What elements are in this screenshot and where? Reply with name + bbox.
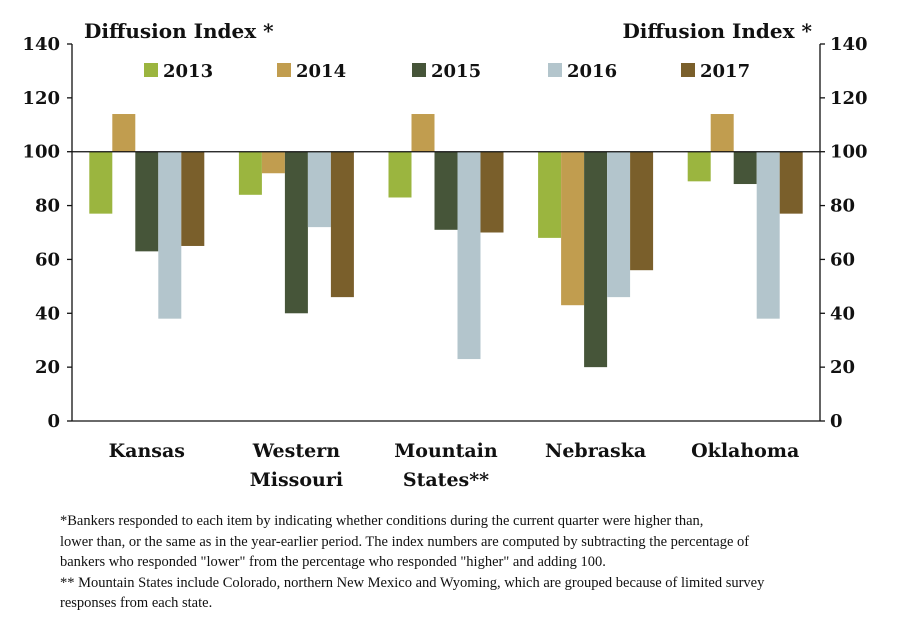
bar-2013-mountain-states- — [388, 151, 412, 198]
y-tick-label-left: 100 — [22, 142, 60, 163]
bar-2014-nebraska — [561, 151, 585, 306]
footnote-definition: *Bankers responded to each item by indic… — [60, 513, 750, 570]
bar-2014-oklahoma — [710, 114, 734, 152]
y-tick-label-left: 120 — [22, 88, 60, 109]
legend-label-2015: 2015 — [431, 61, 481, 82]
bar-2016-nebraska — [607, 151, 631, 298]
bar-2017-nebraska — [630, 151, 654, 271]
y-tick-label-left: 40 — [35, 303, 60, 324]
category-label: States** — [403, 469, 489, 491]
category-label: Missouri — [250, 469, 343, 491]
bar-2014-mountain-states- — [411, 114, 435, 152]
legend-label-2017: 2017 — [700, 61, 750, 82]
y-tick-label-left: 60 — [35, 249, 60, 270]
category-label: Oklahoma — [691, 440, 799, 462]
legend-swatch-2016 — [548, 63, 562, 77]
y-axis-title-left: Diffusion Index * — [84, 19, 274, 43]
bar-2016-western-missouri — [307, 151, 331, 228]
bar-2013-oklahoma — [687, 151, 711, 182]
bar-chart: Diffusion Index * Diffusion Index * 0 0 20… — [22, 19, 867, 491]
y-tick-label-left: 20 — [35, 357, 60, 378]
bar-2013-western-missouri — [238, 151, 262, 195]
y-tick-label-right: 0 — [830, 411, 843, 432]
category-label: Mountain — [394, 440, 498, 462]
legend-label-2016: 2016 — [567, 61, 617, 82]
legend-swatch-2015 — [412, 63, 426, 77]
footnote-mountain-states: ** Mountain States include Colorado, nor… — [60, 574, 765, 612]
bar-2013-nebraska — [538, 151, 562, 238]
bar-2015-western-missouri — [284, 151, 308, 314]
bar-2017-kansas — [181, 151, 205, 246]
y-tick-label-right: 80 — [830, 196, 855, 217]
y-tick-label-right: 20 — [830, 357, 855, 378]
legend-swatch-2014 — [277, 63, 291, 77]
y-tick-label-right: 60 — [830, 249, 855, 270]
bar-2017-western-missouri — [330, 151, 354, 298]
legend-label-2013: 2013 — [163, 61, 213, 82]
legend-swatch-2013 — [144, 63, 158, 77]
y-tick-label-left: 140 — [22, 34, 60, 55]
bar-2016-oklahoma — [756, 151, 780, 319]
bar-2015-mountain-states- — [434, 151, 458, 230]
bars — [89, 114, 803, 368]
bar-2015-nebraska — [584, 151, 608, 368]
bar-2016-mountain-states- — [457, 151, 481, 360]
y-tick-label-right: 120 — [830, 88, 868, 109]
y-tick-label-left: 0 — [47, 411, 60, 432]
legend-label-2014: 2014 — [296, 61, 346, 82]
bar-2017-oklahoma — [779, 151, 803, 214]
legend-swatch-2017 — [681, 63, 695, 77]
bar-2014-western-missouri — [261, 151, 285, 174]
bar-2015-kansas — [135, 151, 159, 252]
bar-2016-kansas — [158, 151, 182, 319]
y-tick-label-right: 100 — [830, 142, 868, 163]
y-tick-label-right: 40 — [830, 303, 855, 324]
bar-2017-mountain-states- — [480, 151, 504, 233]
footnote: *Bankers responded to each item by indic… — [60, 511, 880, 614]
category-label: Western — [252, 440, 340, 462]
bar-2014-kansas — [112, 114, 136, 152]
category-labels: Kansas Western Missouri Mountain States** Neb… — [109, 440, 800, 491]
category-label: Kansas — [109, 440, 185, 462]
bar-2013-kansas — [89, 151, 113, 214]
y-tick-label-left: 80 — [35, 196, 60, 217]
y-axis-ticks: 0 0 20 20 40 40 60 60 80 80 100 100 120 120 140 140 — [22, 34, 867, 432]
y-axis-title-right: Diffusion Index * — [622, 19, 812, 43]
y-tick-label-right: 140 — [830, 34, 868, 55]
axes — [71, 44, 821, 422]
bar-2015-oklahoma — [733, 151, 757, 185]
legend: 2013 2014 2015 2016 2017 — [144, 61, 750, 82]
category-label: Nebraska — [545, 440, 646, 462]
